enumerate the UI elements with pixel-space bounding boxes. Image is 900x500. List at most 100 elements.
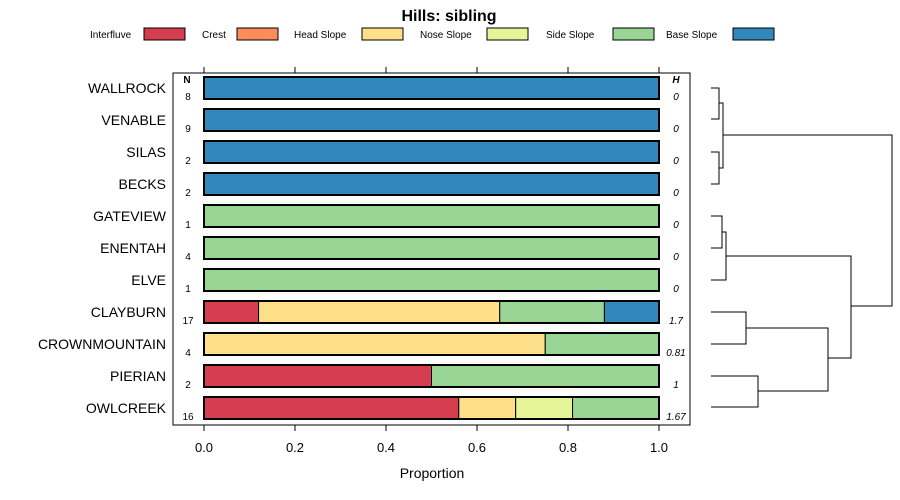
bar-outline [203,300,660,324]
bar-segment [203,76,660,100]
n-value: 1 [185,284,191,295]
n-value: 17 [182,316,194,327]
n-value: 1 [185,220,191,231]
bar-outline [203,76,660,100]
n-value: 8 [185,92,191,103]
legend-swatch [612,27,655,41]
legend-swatch [732,27,775,41]
bar-outline [203,332,660,356]
dendrogram-branch [711,375,759,408]
category-label: CROWNMOUNTAIN [38,336,166,352]
legend-swatch [143,27,186,41]
bar-segment [203,140,660,164]
dendrogram-branch [711,215,723,249]
category-label: VENABLE [101,112,166,128]
n-value: 4 [185,348,191,359]
x-tick-label: 0.8 [559,440,577,455]
x-tick-label: 0.6 [468,440,486,455]
dendrogram-branch [711,151,720,185]
bar-segment [203,300,260,324]
category-label: WALLROCK [88,80,167,96]
bar-segment [499,300,605,324]
n-value: 16 [182,412,194,423]
dendrogram-branch [746,327,829,392]
dendrogram-branch [719,102,724,169]
h-column-header: H [672,75,680,86]
legend-label: Interfluve [90,30,132,41]
n-value: 2 [185,380,191,391]
h-value: 0 [673,124,679,135]
bar-segment [203,332,546,356]
n-value: 9 [185,124,191,135]
category-label: GATEVIEW [93,208,167,224]
legend-swatch [236,27,279,41]
h-value: 0 [673,92,679,103]
legend-label: Head Slope [294,30,347,41]
chart-title: Hills: sibling [401,8,496,25]
n-value: 2 [185,188,191,199]
x-axis: 0.0 0.2 0.4 0.6 0.8 1.0 [195,67,668,455]
bar-segment [203,268,660,292]
dendrogram-branch [711,231,727,281]
x-tick-label: 0.2 [286,440,304,455]
h-value: 0 [673,220,679,231]
x-tick-label: 0.4 [377,440,395,455]
bar-segment [603,300,660,324]
x-tick-label: 0.0 [195,440,213,455]
bar-outline [203,268,660,292]
category-label: OWLCREEK [86,400,167,416]
x-tick-label: 1.0 [650,440,668,455]
bar-segment [431,364,660,388]
legend: Interfluve Crest Head Slope Nose Slope Side … [90,27,775,41]
bar-outline [203,204,660,228]
h-value: 1.67 [666,412,686,423]
legend-label: Crest [202,30,226,41]
n-value: 2 [185,156,191,167]
bar-segment [203,236,660,260]
n-value: 4 [185,252,191,263]
bar-rows: WALLROCK 8 0 VENABLE 9 0 SILAS 2 0 BECKS 2 0 GATEVIE… [38,76,686,423]
x-axis-label: Proportion [400,465,465,481]
h-value: 1 [673,380,679,391]
bar-segment [203,108,660,132]
bar-outline [203,236,660,260]
bar-segment [203,364,432,388]
category-label: ELVE [131,272,166,288]
legend-label: Nose Slope [420,30,472,41]
category-label: BECKS [119,176,166,192]
h-value: 0 [673,188,679,199]
bar-segment [203,396,460,420]
dendrogram [711,87,893,408]
category-label: PIERIAN [110,368,166,384]
dendrogram-branch [711,87,720,120]
dendrogram-branch [711,311,747,345]
dendrogram-branch [726,255,852,359]
bar-outline [203,396,660,420]
h-value: 1.7 [669,316,683,327]
bar-segment [544,332,660,356]
legend-swatch [486,27,529,41]
dendrogram-branch [723,134,893,307]
category-label: SILAS [126,144,166,160]
bar-segment [458,396,517,420]
h-value: 0 [673,284,679,295]
legend-label: Side Slope [546,30,595,41]
bar-segment [572,396,660,420]
bar-segment [258,300,501,324]
bar-outline [203,108,660,132]
h-value: 0 [673,156,679,167]
bar-outline [203,172,660,196]
n-column-header: N [183,75,190,86]
legend-label: Base Slope [666,30,718,41]
legend-swatch [361,27,404,41]
bar-segment [203,204,660,228]
h-value: 0.81 [666,348,685,359]
bar-segment [515,396,574,420]
bar-outline [203,140,660,164]
plot-frame [172,72,691,426]
h-value: 0 [673,252,679,263]
bar-outline [203,364,660,388]
bar-segment [203,172,660,196]
category-label: ENENTAH [100,240,166,256]
